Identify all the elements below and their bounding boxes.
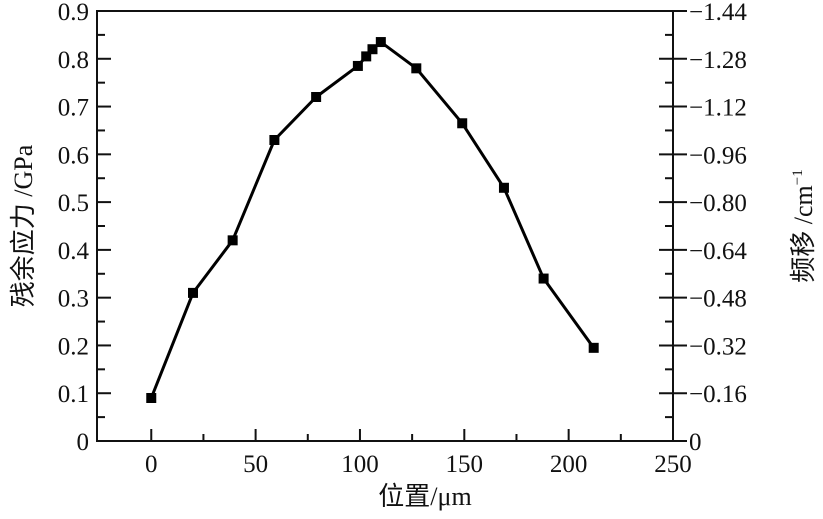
y-tick-label: 0.5 <box>58 190 89 217</box>
x-tick-label: 100 <box>341 451 379 478</box>
y2-tick-label: −1.28 <box>689 47 747 74</box>
data-point-marker <box>457 118 468 129</box>
x-tick-label: 0 <box>145 451 158 478</box>
y-tick-label: 0 <box>77 429 90 456</box>
x-tick-label: 250 <box>654 451 692 478</box>
y2-tick-label: −0.80 <box>689 190 747 217</box>
data-point-marker <box>311 92 322 102</box>
data-point-marker <box>375 37 386 48</box>
data-point-marker <box>361 51 372 62</box>
x-tick-label: 200 <box>550 451 588 478</box>
y2-tick-label: −0.96 <box>689 142 747 169</box>
y-axis-label: 残余应力 /GPa <box>9 144 38 307</box>
data-point-marker <box>227 235 238 246</box>
data-point-marker <box>367 44 378 55</box>
y2-tick-label: −0.32 <box>689 333 747 360</box>
y-tick-label: 0.9 <box>58 0 89 26</box>
data-point-marker <box>352 60 363 71</box>
data-point-marker <box>269 135 280 145</box>
x-tick-label: 150 <box>446 451 484 478</box>
y2-tick-label: 0 <box>689 429 702 456</box>
data-series <box>146 37 599 403</box>
data-point-marker <box>188 287 198 298</box>
data-point-marker <box>411 63 422 74</box>
y-tick-label: 0.7 <box>58 95 89 122</box>
x-tick-label: 50 <box>243 451 268 478</box>
y-tick-label: 0.8 <box>58 47 89 74</box>
y2-tick-label: −1.12 <box>689 95 747 122</box>
y2-axis-label-text: 频移 /cm <box>789 185 818 283</box>
y2-axis-label-sup: −1 <box>790 169 806 185</box>
y-tick-label: 0.4 <box>58 238 90 265</box>
y2-axis-label: 频移 /cm−1 <box>789 169 818 282</box>
axis-ticks: 0 0 0.1 −0.16 0.2 −0.32 0.3 −0.48 0.4 −0.64 0.5 −0.… <box>58 0 748 478</box>
y2-tick-label: −0.64 <box>689 238 747 265</box>
y-tick-label: 0.2 <box>58 333 89 360</box>
data-point-marker <box>498 182 509 193</box>
y-tick-label: 0.1 <box>58 381 89 408</box>
y2-tick-label: −0.48 <box>689 286 747 313</box>
y-tick-label: 0.6 <box>58 142 89 169</box>
y2-tick-label: −0.16 <box>689 381 747 408</box>
x-axis-label: 位置/μm <box>378 482 471 511</box>
data-point-marker <box>538 273 549 284</box>
data-point-marker <box>146 393 157 403</box>
plot-frame <box>96 10 674 442</box>
series-line <box>149 40 595 399</box>
y2-tick-label: −1.44 <box>689 0 747 26</box>
y-tick-label: 0.3 <box>58 286 89 313</box>
data-point-marker <box>588 342 599 353</box>
